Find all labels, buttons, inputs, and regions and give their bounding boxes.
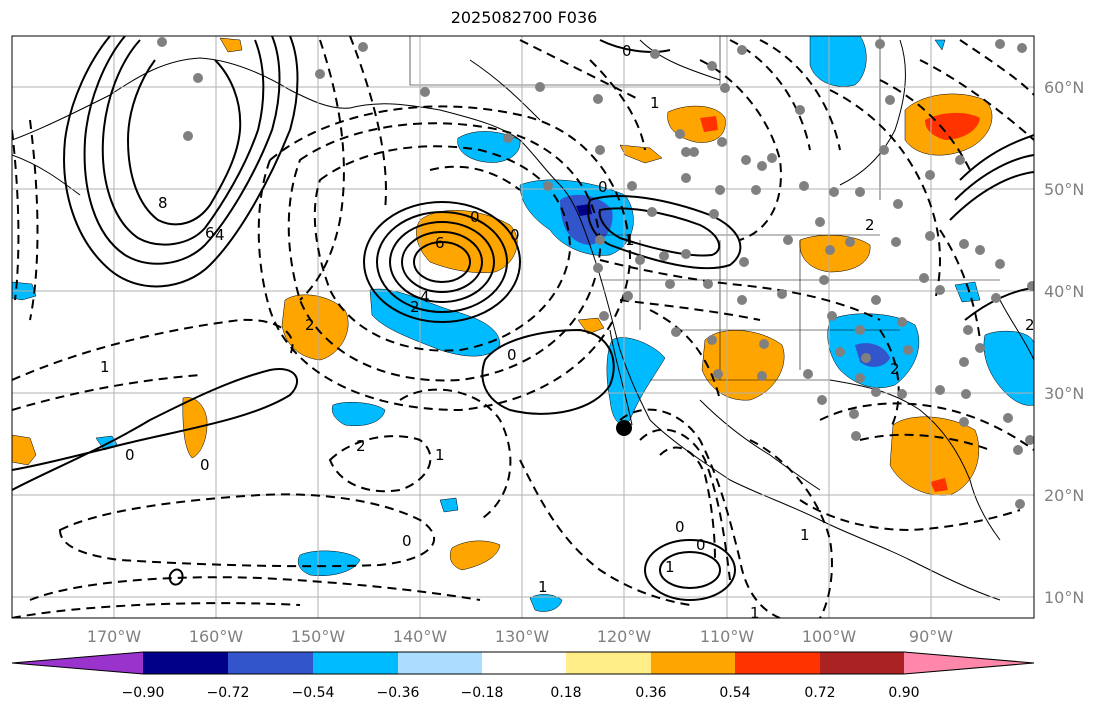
colorbar-segment	[566, 652, 651, 674]
shaded-fields	[12, 36, 1034, 612]
colorbar-label: 0.36	[635, 685, 666, 701]
anomaly-patch-positive	[577, 317, 605, 335]
lat-tick-label: 40°N	[1044, 282, 1084, 301]
contour-label: 4	[215, 226, 225, 244]
contours-solid	[12, 36, 1034, 601]
contour-label: 1	[800, 526, 810, 544]
contour-label: 0	[200, 456, 210, 474]
colorbar-extend-left	[12, 652, 143, 674]
contour-label: 2	[305, 316, 315, 334]
contour-label: 0	[598, 178, 608, 196]
contour-label: 2	[1025, 316, 1035, 334]
contour-label: 0	[510, 226, 520, 244]
contour-label: 8	[158, 194, 168, 212]
contour-label: 0	[470, 208, 480, 226]
anomaly-patch-negative	[331, 402, 386, 426]
anomaly-patch-negative	[439, 497, 459, 513]
anomaly-patch-negative	[529, 594, 563, 612]
contour-label: 2	[865, 216, 875, 234]
anomaly-patch-negative	[954, 281, 981, 303]
colorbar-segment	[820, 652, 904, 674]
colorbar-label: 0.72	[804, 685, 835, 701]
contour-label: 4	[420, 288, 430, 306]
colorbar-label: −0.72	[207, 685, 250, 701]
lat-tick-label: 20°N	[1044, 486, 1084, 505]
anomaly-patch-positive	[12, 434, 37, 466]
contour-label: 0	[402, 532, 412, 550]
anomaly-patch-negative	[934, 39, 946, 51]
anomaly-patch-strong-positive	[925, 112, 980, 140]
lon-tick-label: 140°W	[393, 627, 448, 646]
lon-tick-label: 100°W	[802, 627, 857, 646]
lon-tick-label: 170°W	[87, 627, 142, 646]
colorbar-outline	[11, 651, 1035, 675]
contour-label: 0	[125, 446, 135, 464]
contour-label: 1	[665, 558, 675, 576]
colorbar: −0.90 −0.72 −0.54 −0.36 −0.18 0.18 0.36 …	[11, 651, 1035, 701]
contour-label: 0	[622, 42, 632, 60]
anomaly-patch-positive	[219, 37, 243, 53]
colorbar-segment	[735, 652, 820, 674]
contour-label: 0	[675, 518, 685, 536]
map-frame	[11, 35, 1035, 619]
colorbar-segment	[482, 652, 566, 674]
contour-label: 1	[100, 358, 110, 376]
map-title: 2025082700 F036	[450, 8, 598, 27]
colorbar-label: −0.18	[461, 685, 504, 701]
anomaly-patch-negative	[983, 330, 1034, 406]
contour-labels: 0 1 2 4 6 8 0 2 4 6 1 0 2 1 0 0 1 0 2 1 …	[100, 42, 1035, 622]
colorbar-segment	[398, 652, 482, 674]
anomaly-patch-negative	[297, 550, 361, 576]
colorbar-label: 0.90	[888, 685, 919, 701]
graticule	[12, 36, 1034, 618]
contours-dashed	[12, 36, 1034, 618]
colorbar-label: 0.54	[719, 685, 750, 701]
latitude-ticks: 60°N 50°N 40°N 30°N 20°N 10°N	[1044, 78, 1084, 607]
colorbar-label: −0.36	[377, 685, 420, 701]
colorbar-segment	[143, 652, 228, 674]
map-panel: 0 1 2 4 6 8 0 2 4 6 1 0 2 1 0 0 1 0 2 1 …	[12, 36, 1035, 622]
contour-label: 1	[750, 604, 760, 622]
anomaly-patch-negative	[606, 337, 666, 425]
lon-tick-label: 90°W	[909, 627, 953, 646]
highlight-marker	[616, 420, 632, 436]
political-borders	[409, 36, 1000, 381]
contour-label: 2	[410, 298, 420, 316]
contour-label: 2	[356, 437, 366, 455]
lat-tick-label: 50°N	[1044, 180, 1084, 199]
colorbar-segment	[651, 652, 735, 674]
lat-tick-label: 60°N	[1044, 78, 1084, 97]
lon-tick-label: 110°W	[700, 627, 755, 646]
contour-label: 6	[435, 234, 445, 252]
contour-label: 1	[538, 578, 548, 596]
anomaly-patch-strong-negative	[560, 194, 613, 245]
lon-tick-label: 120°W	[597, 627, 652, 646]
contour-label: 1	[435, 446, 445, 464]
anomaly-patch-positive	[416, 210, 518, 273]
contour-label: 6	[205, 224, 215, 242]
colorbar-label: −0.90	[122, 685, 165, 701]
colorbar-extend-right	[904, 652, 1034, 674]
contour-label: 2	[890, 360, 900, 378]
contour-label: 0	[696, 536, 706, 554]
lat-tick-label: 30°N	[1044, 384, 1084, 403]
lon-tick-label: 130°W	[495, 627, 550, 646]
longitude-ticks: 170°W 160°W 150°W 140°W 130°W 120°W 110°…	[87, 627, 953, 646]
anomaly-patch-strong-positive	[930, 478, 948, 492]
contour-label: 0	[507, 346, 517, 364]
lon-tick-label: 160°W	[189, 627, 244, 646]
colorbar-label: 0.18	[550, 685, 581, 701]
contour-label: 1	[650, 94, 660, 112]
colorbar-segment	[228, 652, 313, 674]
station-markers	[157, 37, 1034, 509]
colorbar-segment	[313, 652, 398, 674]
anomaly-patch-strong-positive	[700, 116, 718, 132]
colorbar-label: −0.54	[292, 685, 335, 701]
lat-tick-label: 10°N	[1044, 588, 1084, 607]
anomaly-patch-positive	[449, 540, 501, 571]
anomaly-patch-negative	[809, 36, 867, 87]
lon-tick-label: 150°W	[291, 627, 346, 646]
contour-label: 1	[625, 231, 635, 249]
